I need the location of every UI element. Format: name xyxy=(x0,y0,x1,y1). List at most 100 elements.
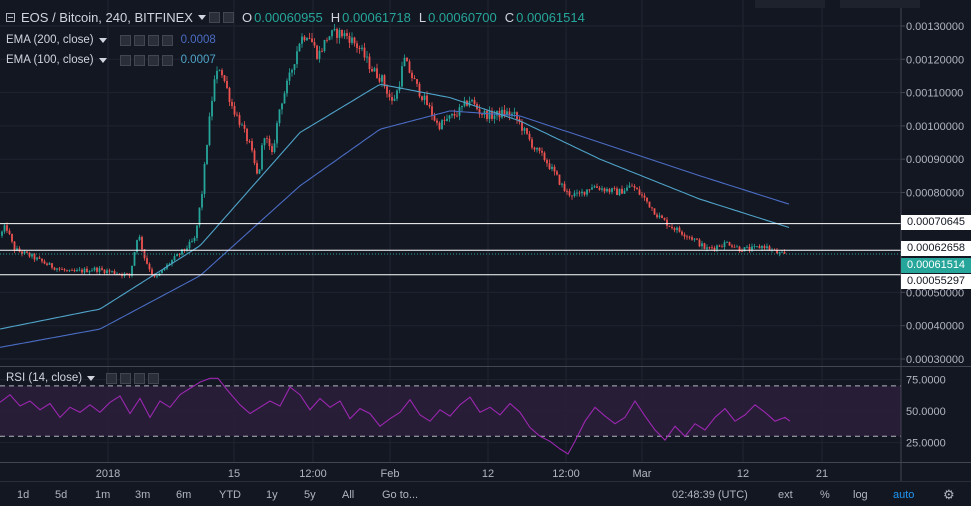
rsi-band xyxy=(0,385,901,437)
candle-body xyxy=(33,254,36,260)
rsi-label[interactable]: RSI (14, close) xyxy=(6,372,83,384)
candle-body xyxy=(13,241,16,251)
candle-body xyxy=(626,187,628,191)
candle-body xyxy=(211,100,213,117)
source-icon[interactable] xyxy=(134,372,146,384)
chevron-down-icon[interactable] xyxy=(98,57,107,63)
source-icon[interactable] xyxy=(147,34,159,46)
visibility-icon[interactable] xyxy=(106,372,118,384)
y-tick-label: 0.00050000 xyxy=(906,287,964,299)
collapse-icon[interactable] xyxy=(6,13,15,22)
candle-body xyxy=(23,251,26,254)
candle-body xyxy=(361,47,363,49)
settings-icon[interactable] xyxy=(120,372,132,384)
candle-body xyxy=(291,69,293,73)
range-ytd[interactable]: YTD xyxy=(219,489,241,501)
chart-canvas[interactable]: 2018 15 12:00 Feb 12 12:00 Mar 12 21 0.00130000 0.… xyxy=(0,0,971,481)
close-icon[interactable] xyxy=(161,34,173,46)
candle-body xyxy=(723,242,726,248)
y-tick-label: 0.00130000 xyxy=(906,21,964,33)
settings-icon[interactable] xyxy=(133,54,145,66)
candle-body xyxy=(781,251,783,253)
candle-body xyxy=(531,139,533,148)
candle-body xyxy=(103,269,106,274)
settings-icon[interactable] xyxy=(208,12,220,23)
symbol-title[interactable]: EOS / Bitcoin, 240, BITFINEX xyxy=(21,10,193,25)
range-1d[interactable]: 1d xyxy=(17,489,30,501)
candle-body xyxy=(251,141,253,151)
candle-body xyxy=(261,145,263,170)
candle-body xyxy=(68,270,71,271)
gear-icon[interactable]: ⚙ xyxy=(943,487,955,502)
candle-body xyxy=(503,109,506,115)
log-toggle[interactable]: log xyxy=(853,489,868,501)
candle-body xyxy=(238,115,241,125)
candle-body xyxy=(686,236,688,238)
candle-body xyxy=(28,252,31,257)
ema100-label[interactable]: EMA (100, close) xyxy=(6,54,94,66)
close-icon[interactable] xyxy=(161,54,173,66)
candle-body xyxy=(141,236,143,250)
auto-toggle[interactable]: auto xyxy=(893,489,915,501)
candle-body xyxy=(283,93,286,104)
rsi-y-tick-label: 50.0000 xyxy=(906,406,946,418)
candle-body xyxy=(776,249,778,254)
candle-body xyxy=(111,271,113,272)
candle-body xyxy=(603,188,606,192)
range-1m[interactable]: 1m xyxy=(95,489,111,501)
open-value: 0.00060955 xyxy=(254,10,323,25)
range-6m[interactable]: 6m xyxy=(176,489,192,501)
ema200-label[interactable]: EMA (200, close) xyxy=(6,34,94,46)
ext-toggle[interactable]: ext xyxy=(778,489,793,501)
candle-body xyxy=(258,169,261,174)
candle-body xyxy=(191,241,193,242)
candle-body xyxy=(241,124,243,126)
candle-body xyxy=(233,105,236,115)
candle-body xyxy=(741,251,743,252)
candle-body xyxy=(601,188,603,190)
visibility-icon[interactable] xyxy=(222,12,234,23)
candle-body xyxy=(591,187,593,190)
candle-body xyxy=(253,150,256,164)
candle-body xyxy=(768,246,771,250)
candle-body xyxy=(416,79,418,84)
candle-body xyxy=(216,70,218,80)
close-icon[interactable] xyxy=(148,372,160,384)
range-5d[interactable]: 5d xyxy=(55,489,68,501)
candle-body xyxy=(326,39,328,41)
candle-body xyxy=(188,241,191,249)
candle-body xyxy=(546,160,548,164)
candle-body xyxy=(153,274,156,277)
source-icon[interactable] xyxy=(147,54,159,66)
candle-body xyxy=(208,116,211,146)
time-display[interactable]: 02:48:39 (UTC) xyxy=(672,489,748,501)
candle-body xyxy=(526,128,528,134)
candle-body xyxy=(136,240,138,252)
candle-body xyxy=(193,237,196,242)
chevron-down-icon[interactable] xyxy=(197,15,206,20)
candle-body xyxy=(101,268,103,270)
candle-body xyxy=(656,214,658,218)
candle-body xyxy=(131,265,133,276)
range-3m[interactable]: 3m xyxy=(135,489,151,501)
visibility-icon[interactable] xyxy=(119,34,131,46)
candle-body xyxy=(456,115,458,117)
candle-body xyxy=(73,270,76,272)
range-all[interactable]: All xyxy=(342,489,355,501)
chevron-down-icon[interactable] xyxy=(98,37,107,43)
percent-toggle[interactable]: % xyxy=(820,489,830,501)
settings-icon[interactable] xyxy=(133,34,145,46)
goto-button[interactable]: Go to... xyxy=(382,489,419,501)
visibility-icon[interactable] xyxy=(119,54,131,66)
candle-body xyxy=(563,183,566,191)
high-label: H xyxy=(330,10,341,25)
candle-body xyxy=(543,152,546,161)
close-label: C xyxy=(504,10,515,25)
range-1y[interactable]: 1y xyxy=(266,489,278,501)
candle-body xyxy=(766,246,768,249)
candle-body xyxy=(38,257,41,259)
candle-body xyxy=(486,110,488,119)
chevron-down-icon[interactable] xyxy=(87,375,96,381)
range-5y[interactable]: 5y xyxy=(304,489,316,501)
candle-body xyxy=(528,133,531,140)
